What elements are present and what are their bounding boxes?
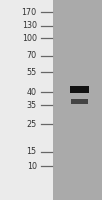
Text: 35: 35 <box>27 101 37 110</box>
Text: 25: 25 <box>27 120 37 129</box>
FancyBboxPatch shape <box>0 0 53 200</box>
Text: 100: 100 <box>22 34 37 43</box>
Text: 130: 130 <box>22 21 37 30</box>
FancyBboxPatch shape <box>71 99 88 104</box>
Text: 15: 15 <box>27 147 37 156</box>
Text: 55: 55 <box>27 68 37 77</box>
Text: 170: 170 <box>22 8 37 17</box>
Text: 40: 40 <box>27 88 37 97</box>
Text: 70: 70 <box>27 51 37 60</box>
Text: 10: 10 <box>27 162 37 171</box>
FancyBboxPatch shape <box>70 86 89 93</box>
